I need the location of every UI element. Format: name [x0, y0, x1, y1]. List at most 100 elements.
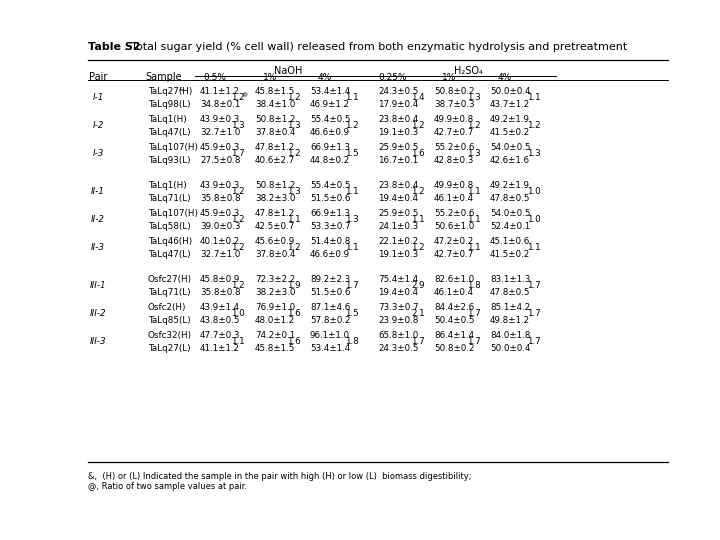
Text: 1.7: 1.7 — [411, 338, 425, 347]
Text: 25.9±0.5: 25.9±0.5 — [378, 143, 418, 152]
Text: 55.4±0.5: 55.4±0.5 — [310, 181, 351, 190]
Text: 50.8±0.2: 50.8±0.2 — [434, 343, 474, 353]
Text: . Total sugar yield (% cell wall) released from both enzymatic hydrolysis and pr: . Total sugar yield (% cell wall) releas… — [124, 42, 627, 52]
Text: TaLq27(L): TaLq27(L) — [148, 343, 191, 353]
Text: 1.2: 1.2 — [287, 244, 301, 253]
Text: 43.9±0.3: 43.9±0.3 — [200, 116, 240, 124]
Text: Sample: Sample — [145, 72, 182, 82]
Text: 51.4±0.8: 51.4±0.8 — [310, 238, 351, 246]
Text: 47.8±0.5: 47.8±0.5 — [490, 194, 531, 202]
Text: 2.1: 2.1 — [411, 309, 425, 319]
Text: 1.1: 1.1 — [527, 244, 541, 253]
Text: 23.8±0.4: 23.8±0.4 — [378, 181, 418, 190]
Text: 51.5±0.6: 51.5±0.6 — [310, 194, 351, 202]
Text: TaLq47(L): TaLq47(L) — [148, 127, 191, 137]
Text: Osfc27(H): Osfc27(H) — [148, 275, 192, 285]
Text: 45.8±1.5: 45.8±1.5 — [255, 343, 295, 353]
Text: 49.2±1.9: 49.2±1.9 — [490, 181, 530, 190]
Text: 76.9±1.0: 76.9±1.0 — [255, 303, 295, 312]
Text: 1.7: 1.7 — [231, 150, 245, 159]
Text: 45.8±0.9: 45.8±0.9 — [200, 275, 240, 285]
Text: 41.5±0.2: 41.5±0.2 — [490, 249, 530, 259]
Text: I-3: I-3 — [92, 150, 104, 159]
Text: 1.2: 1.2 — [345, 122, 359, 131]
Text: 72.3±2.2: 72.3±2.2 — [255, 275, 295, 285]
Text: TaLq71(L): TaLq71(L) — [148, 194, 191, 202]
Text: 1.0: 1.0 — [527, 215, 541, 225]
Text: 1%: 1% — [442, 72, 456, 82]
Text: 32.7±1.0: 32.7±1.0 — [200, 127, 240, 137]
Text: 1.1: 1.1 — [345, 244, 359, 253]
Text: 1.5: 1.5 — [345, 150, 359, 159]
Text: 52.4±0.1: 52.4±0.1 — [490, 221, 530, 231]
Text: 42.7±0.7: 42.7±0.7 — [434, 127, 474, 137]
Text: @: @ — [242, 92, 248, 98]
Text: 2.9: 2.9 — [411, 281, 425, 291]
Text: 1.7: 1.7 — [467, 309, 481, 319]
Text: 54.0±0.5: 54.0±0.5 — [490, 210, 531, 218]
Text: 40.6±2.7: 40.6±2.7 — [255, 156, 295, 165]
Text: II-3: II-3 — [91, 244, 105, 253]
Text: 1.2: 1.2 — [527, 122, 541, 131]
Text: 1.3: 1.3 — [231, 122, 245, 131]
Text: 49.8±1.2: 49.8±1.2 — [490, 316, 530, 325]
Text: 1.3: 1.3 — [345, 215, 359, 225]
Text: 82.6±1.0: 82.6±1.0 — [434, 275, 474, 285]
Text: TaLq58(L): TaLq58(L) — [148, 221, 191, 231]
Text: TaLq1(H): TaLq1(H) — [148, 181, 186, 190]
Text: 1.8: 1.8 — [467, 281, 481, 291]
Text: 1.2: 1.2 — [231, 187, 245, 197]
Text: 4%: 4% — [498, 72, 512, 82]
Text: H₂SO₄: H₂SO₄ — [454, 66, 483, 76]
Text: 49.9±0.8: 49.9±0.8 — [434, 116, 474, 124]
Text: 53.3±0.7: 53.3±0.7 — [310, 221, 351, 231]
Text: 1.7: 1.7 — [527, 281, 541, 291]
Text: 1.2: 1.2 — [411, 244, 425, 253]
Text: 55.2±0.6: 55.2±0.6 — [434, 143, 474, 152]
Text: 24.3±0.5: 24.3±0.5 — [378, 343, 418, 353]
Text: 1.2: 1.2 — [231, 244, 245, 253]
Text: 19.4±0.4: 19.4±0.4 — [378, 288, 418, 296]
Text: 1.3: 1.3 — [287, 122, 301, 131]
Text: 54.0±0.5: 54.0±0.5 — [490, 143, 531, 152]
Text: 1.3: 1.3 — [467, 150, 481, 159]
Text: 43.8±0.5: 43.8±0.5 — [200, 316, 240, 325]
Text: 50.4±0.5: 50.4±0.5 — [434, 316, 474, 325]
Text: 1.2: 1.2 — [287, 93, 301, 103]
Text: 96.1±1.0: 96.1±1.0 — [310, 332, 350, 340]
Text: 74.2±0.1: 74.2±0.1 — [255, 332, 295, 340]
Text: 38.4±1.0: 38.4±1.0 — [255, 100, 295, 109]
Text: 38.7±0.3: 38.7±0.3 — [434, 100, 474, 109]
Text: TaLq85(L): TaLq85(L) — [148, 316, 191, 325]
Text: 47.8±1.2: 47.8±1.2 — [255, 143, 295, 152]
Text: 1.1: 1.1 — [467, 215, 481, 225]
Text: 87.1±4.6: 87.1±4.6 — [310, 303, 350, 312]
Text: 1.6: 1.6 — [411, 150, 425, 159]
Text: 46.6±0.9: 46.6±0.9 — [310, 249, 350, 259]
Text: 1.2: 1.2 — [411, 187, 425, 197]
Text: 19.4±0.4: 19.4±0.4 — [378, 194, 418, 202]
Text: 1.7: 1.7 — [527, 338, 541, 347]
Text: 35.8±0.8: 35.8±0.8 — [200, 194, 240, 202]
Text: 37.8±0.4: 37.8±0.4 — [255, 249, 295, 259]
Text: 75.4±1.4: 75.4±1.4 — [378, 275, 418, 285]
Text: 42.6±1.6: 42.6±1.6 — [490, 156, 530, 165]
Text: 47.8±0.5: 47.8±0.5 — [490, 288, 531, 296]
Text: Osfc32(H): Osfc32(H) — [148, 332, 192, 340]
Text: 35.8±0.8: 35.8±0.8 — [200, 288, 240, 296]
Text: 24.1±0.3: 24.1±0.3 — [378, 221, 418, 231]
Text: 38.2±3.0: 38.2±3.0 — [255, 194, 295, 202]
Text: 23.8±0.4: 23.8±0.4 — [378, 116, 418, 124]
Text: III-1: III-1 — [90, 281, 107, 291]
Text: 1.3: 1.3 — [467, 93, 481, 103]
Text: 1.7: 1.7 — [527, 309, 541, 319]
Text: 47.8±1.2: 47.8±1.2 — [255, 210, 295, 218]
Text: 50.6±1.0: 50.6±1.0 — [434, 221, 474, 231]
Text: 1.6: 1.6 — [287, 309, 301, 319]
Text: III-3: III-3 — [90, 338, 107, 347]
Text: 0.25%: 0.25% — [379, 72, 408, 82]
Text: 86.4±1.4: 86.4±1.4 — [434, 332, 474, 340]
Text: 1.1: 1.1 — [231, 338, 245, 347]
Text: 46.9±1.2: 46.9±1.2 — [310, 100, 350, 109]
Text: I-1: I-1 — [92, 93, 104, 103]
